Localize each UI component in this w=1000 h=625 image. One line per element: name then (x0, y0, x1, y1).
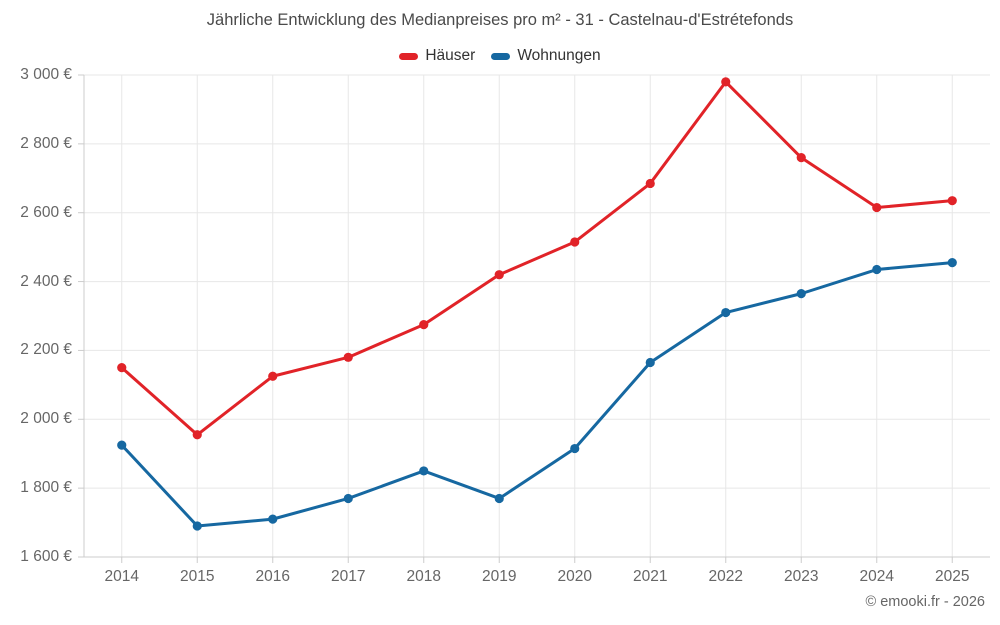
data-point-haeuser-2017[interactable] (343, 352, 353, 362)
legend-swatch-wohnungen (491, 52, 511, 60)
attribution: © emooki.fr - 2026 (865, 594, 985, 610)
series-line-haeuser (120, 80, 954, 437)
data-point-wohnungen-2015[interactable] (192, 521, 202, 531)
legend-label-wohnungen: Wohnungen (517, 47, 601, 64)
legend: Häuser Wohnungen (0, 47, 1000, 65)
x-axis-label: 2022 (708, 568, 743, 585)
y-axis-label: 1 800 € (20, 479, 72, 497)
data-point-wohnungen-2018[interactable] (419, 466, 429, 476)
y-axis-label: 2 200 € (20, 341, 72, 359)
data-point-wohnungen-2022[interactable] (721, 307, 731, 318)
legend-label-haeuser: Häuser (425, 47, 476, 64)
x-axis-label: 2020 (557, 568, 592, 585)
y-axis-label: 2 600 € (20, 203, 72, 221)
data-point-haeuser-2015[interactable] (192, 430, 202, 440)
x-axis-label: 2018 (406, 568, 441, 585)
chart-title: Jährliche Entwicklung des Medianpreises … (206, 11, 794, 29)
x-axis-label: 2024 (859, 568, 894, 585)
data-point-haeuser-2021[interactable] (645, 178, 655, 189)
legend-item-wohnungen[interactable]: Wohnungen (491, 47, 601, 65)
data-point-wohnungen-2019[interactable] (494, 493, 504, 504)
x-axis-label: 2016 (255, 568, 290, 585)
y-axis-label: 1 600 € (20, 548, 72, 565)
y-axis-label: 2 400 € (20, 272, 72, 290)
x-axis-label: 2014 (104, 568, 139, 585)
data-point-wohnungen-2016[interactable] (268, 514, 278, 524)
data-point-haeuser-2025[interactable] (947, 196, 957, 206)
x-axis-label: 2017 (331, 568, 366, 585)
data-point-haeuser-2018[interactable] (419, 320, 429, 330)
data-point-wohnungen-2025[interactable] (947, 258, 957, 268)
data-point-wohnungen-2020[interactable] (570, 443, 580, 454)
data-point-wohnungen-2024[interactable] (872, 264, 882, 275)
data-point-wohnungen-2023[interactable] (796, 289, 806, 299)
data-point-haeuser-2024[interactable] (872, 202, 882, 213)
y-axis-label: 3 000 € (20, 66, 72, 83)
x-axis-label: 2025 (935, 568, 970, 585)
data-point-haeuser-2020[interactable] (570, 237, 580, 247)
x-axis-label: 2015 (180, 568, 215, 585)
x-axis-label: 2021 (633, 568, 668, 585)
legend-item-haeuser[interactable]: Häuser (399, 47, 475, 65)
y-axis-label: 2 000 € (20, 410, 72, 428)
data-point-haeuser-2022[interactable] (721, 77, 731, 87)
x-axis-label: 2023 (784, 568, 819, 585)
series-line-wohnungen (120, 261, 954, 528)
data-point-haeuser-2019[interactable] (494, 270, 504, 280)
data-point-haeuser-2014[interactable] (117, 363, 127, 373)
data-point-wohnungen-2014[interactable] (117, 440, 127, 450)
legend-swatch-haeuser (399, 52, 419, 60)
x-axis-label: 2019 (482, 568, 517, 585)
data-point-wohnungen-2021[interactable] (645, 357, 655, 368)
y-axis-label: 2 800 € (20, 134, 72, 152)
data-point-haeuser-2016[interactable] (268, 371, 278, 381)
data-point-wohnungen-2017[interactable] (343, 493, 353, 504)
data-point-haeuser-2023[interactable] (796, 153, 806, 163)
